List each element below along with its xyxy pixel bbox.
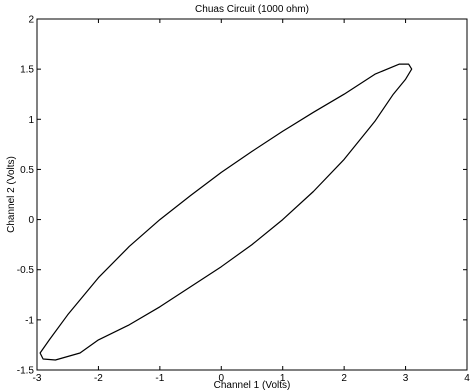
y-tick-label: 0 (28, 215, 34, 226)
y-tick-label: 0.5 (20, 165, 34, 176)
x-tick-label: 1 (280, 373, 286, 384)
x-tick-label: 2 (341, 373, 347, 384)
x-axis: -3 -2 -1 0 1 2 3 4 (33, 19, 470, 384)
y-tick-label: -1 (25, 315, 34, 326)
y-tick-label: -1.5 (17, 366, 35, 377)
chart-title: Chuas Circuit (1000 ohm) (195, 4, 309, 15)
y-tick-label: 2 (28, 15, 34, 26)
y-tick-label: -0.5 (17, 265, 35, 276)
x-tick-label: 0 (219, 373, 225, 384)
x-tick-label: 3 (403, 373, 409, 384)
x-tick-label: -2 (94, 373, 103, 384)
x-tick-label: 4 (464, 373, 470, 384)
y-tick-label: 1 (28, 115, 34, 126)
y-tick-label: 1.5 (20, 65, 34, 76)
x-tick-label: -3 (33, 373, 42, 384)
y-axis-label: Channel 2 (Volts) (6, 156, 17, 233)
x-tick-label: -1 (155, 373, 164, 384)
y-axis: -1.5 -1 -0.5 0 0.5 1 1.5 2 (17, 15, 467, 377)
plot-frame (36, 18, 468, 371)
x-axis-label: Channel 1 (Volts) (214, 380, 291, 391)
series-line (39, 63, 413, 361)
